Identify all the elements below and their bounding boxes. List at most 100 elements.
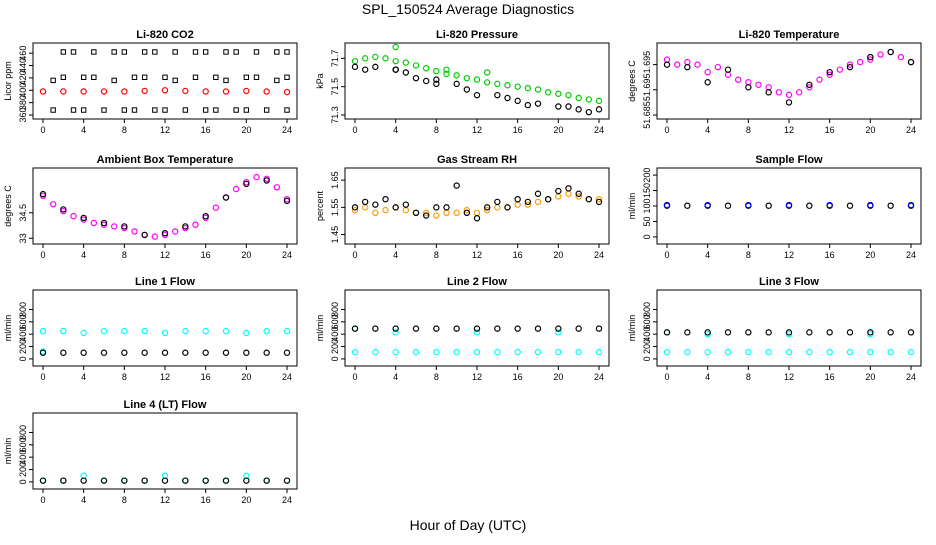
- data-point: [473, 76, 481, 83]
- x-tick-label: 16: [201, 250, 211, 260]
- data-point: [555, 329, 562, 336]
- data-point: [867, 56, 874, 63]
- data-point: [585, 96, 593, 103]
- data-point: [100, 88, 108, 95]
- plot-frame: [656, 42, 922, 120]
- x-tick-label: 8: [434, 372, 439, 382]
- y-tick-label: 0: [18, 356, 28, 361]
- data-point: [372, 348, 379, 356]
- data-point: [765, 84, 772, 91]
- data-point: [223, 77, 229, 84]
- data-point: [382, 195, 389, 203]
- data-point: [412, 209, 420, 216]
- data-point: [182, 223, 189, 230]
- data-point: [39, 88, 47, 95]
- data-point: [494, 80, 501, 88]
- panel-title: Ambient Box Temperature: [97, 154, 234, 166]
- data-point: [141, 327, 148, 335]
- y-tick-label: 460: [18, 46, 28, 61]
- x-tick-label: 16: [201, 495, 211, 505]
- x-tick-label: 8: [434, 250, 439, 260]
- data-point: [263, 477, 270, 484]
- data-point: [575, 325, 582, 332]
- data-point: [50, 77, 56, 84]
- data-point: [121, 327, 128, 335]
- data-point: [141, 349, 148, 356]
- y-tick-label: 51.695: [642, 51, 652, 79]
- data-point: [663, 56, 671, 63]
- y-tick-label: 800: [642, 302, 652, 317]
- data-point: [60, 49, 67, 55]
- data-point: [80, 329, 87, 337]
- x-tick-label: 4: [705, 250, 710, 260]
- data-point: [202, 49, 209, 55]
- data-point: [846, 202, 854, 209]
- data-point: [877, 51, 884, 58]
- series-1: [39, 173, 291, 240]
- x-tick-label: 8: [122, 495, 127, 505]
- y-tick-label: 150: [642, 183, 652, 198]
- x-tick-label: 4: [393, 372, 398, 382]
- data-point: [80, 107, 87, 113]
- data-point: [39, 477, 47, 484]
- data-point: [351, 206, 359, 214]
- figure-xlabel: Hour of Day (UTC): [409, 517, 527, 533]
- data-point: [80, 214, 87, 222]
- y-tick-label: 800: [330, 302, 340, 317]
- data-point: [585, 195, 593, 203]
- x-tick-label: 16: [513, 372, 523, 382]
- y-tick-label: 51.69: [642, 79, 652, 102]
- data-point: [483, 79, 491, 86]
- data-point: [213, 74, 219, 80]
- data-point: [161, 329, 169, 337]
- data-point: [704, 201, 711, 209]
- panel-5: Gas Stream RH 0 4 8 12 16 20 24 1.45 1.55 1.65 perc…: [315, 154, 610, 260]
- data-point: [121, 49, 128, 55]
- y-tick-label: 380: [18, 95, 28, 110]
- data-point: [755, 81, 762, 88]
- x-tick-label: 16: [201, 372, 211, 382]
- data-point: [887, 202, 894, 209]
- data-point: [233, 49, 239, 55]
- x-tick-label: 4: [393, 250, 398, 260]
- x-tick-label: 12: [472, 125, 482, 135]
- data-point: [907, 58, 915, 66]
- data-point: [524, 101, 532, 109]
- data-point: [473, 209, 481, 216]
- x-tick-label: 24: [906, 372, 916, 382]
- data-point: [724, 348, 732, 356]
- data-point: [263, 327, 270, 335]
- data-point: [504, 94, 511, 102]
- data-point: [91, 74, 97, 80]
- data-point: [412, 74, 420, 82]
- y-tick-label: 400: [642, 327, 652, 342]
- data-point: [684, 58, 691, 66]
- data-point: [826, 329, 833, 336]
- data-point: [534, 190, 542, 197]
- data-point: [806, 329, 813, 336]
- data-point: [121, 477, 128, 484]
- data-point: [443, 70, 450, 78]
- y-tick-label: 51.685: [642, 101, 652, 129]
- series-2: [39, 177, 291, 239]
- data-point: [433, 76, 440, 83]
- data-point: [575, 190, 582, 197]
- data-point: [161, 87, 169, 94]
- y-tick-label: 50: [642, 216, 652, 226]
- series-2: [39, 349, 291, 356]
- data-point: [595, 195, 603, 203]
- x-tick-label: 24: [594, 250, 604, 260]
- x-tick-label: 20: [865, 372, 875, 382]
- data-point: [826, 201, 833, 209]
- x-tick-label: 16: [825, 372, 835, 382]
- x-tick-label: 8: [746, 250, 751, 260]
- data-point: [222, 349, 230, 356]
- data-point: [524, 201, 532, 208]
- data-point: [202, 212, 209, 220]
- data-point: [382, 206, 389, 214]
- y-axis-label: kPa: [315, 73, 325, 89]
- data-point: [361, 198, 369, 206]
- data-point: [785, 99, 793, 106]
